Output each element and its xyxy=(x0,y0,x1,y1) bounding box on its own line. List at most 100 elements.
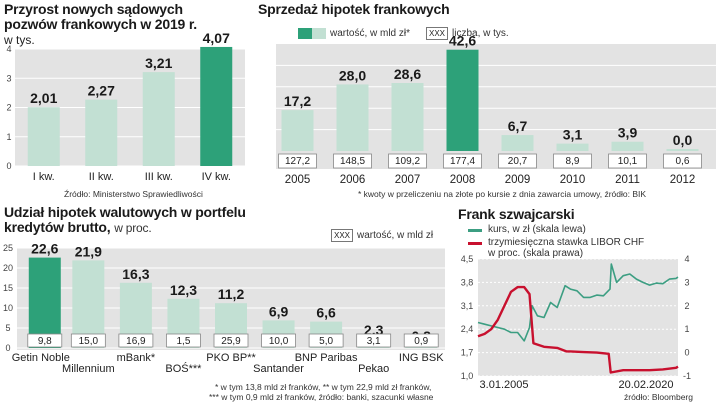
y-left-tick-label: 1,7 xyxy=(461,348,474,358)
count-label: 127,2 xyxy=(285,156,310,167)
y-right-tick-label: 1 xyxy=(684,324,689,334)
bar-value-label: 17,2 xyxy=(284,93,311,109)
panel2-legend-swatch-dark xyxy=(298,28,312,39)
count-label: 8,9 xyxy=(566,156,580,167)
bar-value-label: 22,6 xyxy=(31,241,58,257)
amount-label: 25,9 xyxy=(221,336,241,347)
y-right-tick-label: 2 xyxy=(684,301,689,311)
amount-box xyxy=(118,333,154,348)
y-right-tick-label: 3 xyxy=(684,277,689,287)
panel3-title-line1: Udział hipotek walutowych w portfelu xyxy=(4,204,246,220)
count-label: 109,2 xyxy=(395,156,420,167)
count-box xyxy=(498,153,537,169)
panel2-legend-swatch-light xyxy=(312,28,326,39)
x-category-label: 2011 xyxy=(615,174,640,186)
bar-value-label: 4,07 xyxy=(203,30,230,46)
panel4-legend-libor-line1: trzymiesięczna stawka LIBOR CHF xyxy=(488,237,645,248)
count-box xyxy=(443,153,482,169)
count-box xyxy=(278,153,317,169)
amount-box xyxy=(213,333,249,348)
amount-box xyxy=(403,333,439,348)
bar xyxy=(142,72,175,166)
kurs-line xyxy=(477,263,679,342)
x-category-label: 2006 xyxy=(340,174,366,186)
count-label: 148,5 xyxy=(340,156,365,167)
y-tick-label: 0 xyxy=(6,161,11,171)
y-right-tick-label: 0 xyxy=(684,348,689,358)
panel2-chart: 17,2 127,2 2005 28,0 148,5 2006 28,6 109,2 2007 4… xyxy=(276,33,716,186)
amount-box xyxy=(308,333,344,348)
count-box xyxy=(333,153,372,169)
bar xyxy=(556,143,589,151)
bar xyxy=(281,110,314,151)
count-box xyxy=(608,153,647,169)
amount-box xyxy=(166,333,201,348)
bar xyxy=(501,135,534,151)
bar xyxy=(666,149,699,151)
y-tick-label: 2 xyxy=(6,103,11,113)
amount-label: 10,0 xyxy=(269,336,289,347)
y-tick-label: 10 xyxy=(3,303,13,313)
x-end-label: 20.02.2020 xyxy=(618,379,673,391)
panel3-title: Udział hipotek walutowych w portfelu kre… xyxy=(4,205,246,236)
x-category-label: I kw. xyxy=(33,171,55,183)
panel3-title-suffix: w proc. xyxy=(114,221,152,235)
panel3-chart: 0 5 10 15 20 25 22,6 9,8 Getin Noble 21,9 15,0 Mill… xyxy=(3,241,445,375)
panel4-legend-libor-line xyxy=(468,242,482,245)
y-tick-label: 25 xyxy=(3,243,13,253)
panel1-chart: 0 1 2 3 4 2,01 I kw. 2,27 II kw. 3,21 III kw. 4,07 I… xyxy=(6,30,245,183)
y-tick-label: 3 xyxy=(6,73,11,83)
panel1-title-line1: Przyrost nowych sądowych xyxy=(4,1,183,17)
bar xyxy=(200,46,233,166)
panel2-title: Sprzedaż hipotek frankowych xyxy=(258,1,450,17)
bar xyxy=(72,260,105,348)
y-tick-label: 1 xyxy=(6,132,11,142)
panel3-note-line2: *** w tym 0,9 mld zł franków, źródło: ba… xyxy=(209,392,434,402)
bar-value-label: 28,6 xyxy=(394,66,421,82)
bar-value-label: 42,6 xyxy=(449,33,476,49)
x-start-label: 3.01.2005 xyxy=(480,379,529,391)
amount-label: 0,9 xyxy=(414,336,428,347)
y-right-tick-label: 4 xyxy=(684,254,689,264)
count-box xyxy=(388,153,427,169)
panel2-legend-value: wartość, w mld zł* xyxy=(330,28,411,39)
bar xyxy=(391,82,424,151)
panel4-chart: 1,0 1,7 2,4 3,1 3,8 4,5 -1 0 1 2 3 4 3.01.2005 20.02.… xyxy=(461,254,691,391)
bar-value-label: 12,3 xyxy=(170,282,197,298)
bar-value-label: 11,2 xyxy=(218,286,245,302)
panel1-title: Przyrost nowych sądowych pozwów frankowy… xyxy=(4,2,197,32)
x-category-label: Santander xyxy=(253,363,304,375)
amount-box xyxy=(261,333,296,348)
panel1-title-line2: pozwów frankowych w 2019 r. xyxy=(4,16,197,32)
bar-value-label: 6,6 xyxy=(316,305,336,321)
bar-value-label: 6,7 xyxy=(508,118,528,134)
x-category-label: Pekao xyxy=(358,363,389,375)
panel4-legend-libor-line2: w proc. (skala prawa) xyxy=(488,248,584,259)
bar-value-label: 3,21 xyxy=(145,55,172,71)
count-box xyxy=(663,153,702,169)
x-category-label: III kw. xyxy=(145,171,173,183)
bar xyxy=(446,49,479,151)
panel2-note: * kwoty w przeliczeniu na złote po kursi… xyxy=(358,189,647,199)
bar-value-label: 16,3 xyxy=(122,266,149,282)
amount-label: 9,8 xyxy=(38,336,52,347)
x-category-label: 2009 xyxy=(505,174,531,186)
panel3-note-line1: * w tym 13,8 mld zł franków, ** w tym 22… xyxy=(215,382,432,392)
amount-label: 3,1 xyxy=(367,336,381,347)
y-tick-label: 0 xyxy=(5,343,10,353)
bar-value-label: 3,9 xyxy=(618,125,638,141)
y-left-tick-label: 4,5 xyxy=(461,254,474,264)
panel2-legend-count-box: XXX xyxy=(426,27,448,40)
bar-value-label: 2,27 xyxy=(88,83,115,99)
y-left-tick-label: 3,1 xyxy=(461,301,474,311)
y-left-tick-label: 2,4 xyxy=(461,324,474,334)
panel2-legend-count: liczba, w tys. xyxy=(452,28,509,39)
bar xyxy=(27,107,60,166)
amount-box xyxy=(70,333,106,348)
x-category-label: 2005 xyxy=(285,174,311,186)
plot-background xyxy=(478,259,678,376)
bar xyxy=(85,99,118,166)
count-label: 177,4 xyxy=(450,156,475,167)
x-category-label: II kw. xyxy=(89,171,114,183)
amount-box xyxy=(27,333,63,348)
